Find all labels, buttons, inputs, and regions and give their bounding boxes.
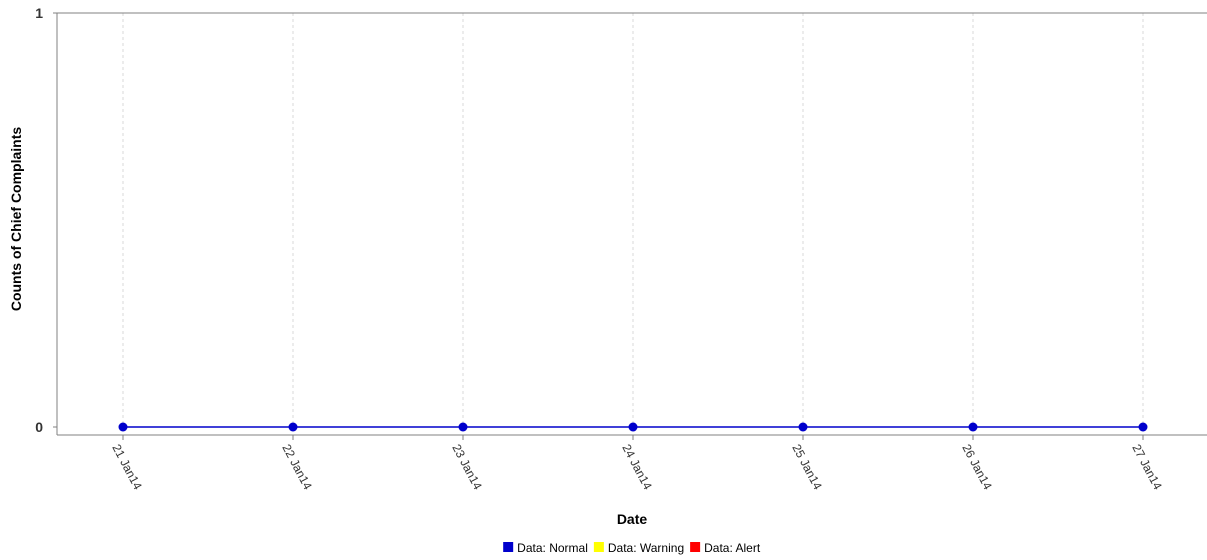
x-axis-title: Date <box>617 511 648 527</box>
x-tick-label: 25 Jan14 <box>789 442 825 492</box>
x-tick-label: 27 Jan14 <box>1129 442 1165 492</box>
vertical-grid-lines <box>122 13 1144 427</box>
data-point <box>1138 422 1148 432</box>
x-tick-label: 26 Jan14 <box>959 442 995 492</box>
data-point <box>118 422 128 432</box>
x-tick-label: 24 Jan14 <box>619 442 655 492</box>
legend-label: Data: Warning <box>608 541 684 555</box>
x-tick-label: 21 Jan14 <box>109 442 145 492</box>
y-axis-title: Counts of Chief Complaints <box>8 127 24 312</box>
x-tick-label: 23 Jan14 <box>449 442 485 492</box>
data-point <box>458 422 468 432</box>
legend-swatch <box>503 542 514 552</box>
legend-swatch <box>593 542 604 552</box>
x-tick-label: 22 Jan14 <box>279 442 315 492</box>
data-series <box>118 422 1148 432</box>
legend-swatch <box>690 542 701 552</box>
data-point <box>798 422 808 432</box>
y-axis-ticks: 01 <box>35 5 57 435</box>
x-axis-ticks: 21 Jan14 22 Jan14 23 Jan14 24 Jan14 25 Jan14… <box>109 435 1165 492</box>
legend-label: Data: Normal <box>517 541 588 555</box>
plot-frame <box>56 12 1207 436</box>
y-tick-label: 0 <box>35 419 43 435</box>
data-point <box>968 422 978 432</box>
data-point <box>628 422 638 432</box>
y-tick-label: 1 <box>35 5 43 21</box>
legend: Data: Normal Data: Warning Data: Alert <box>503 541 761 555</box>
data-point <box>288 422 298 432</box>
legend-label: Data: Alert <box>704 541 761 555</box>
